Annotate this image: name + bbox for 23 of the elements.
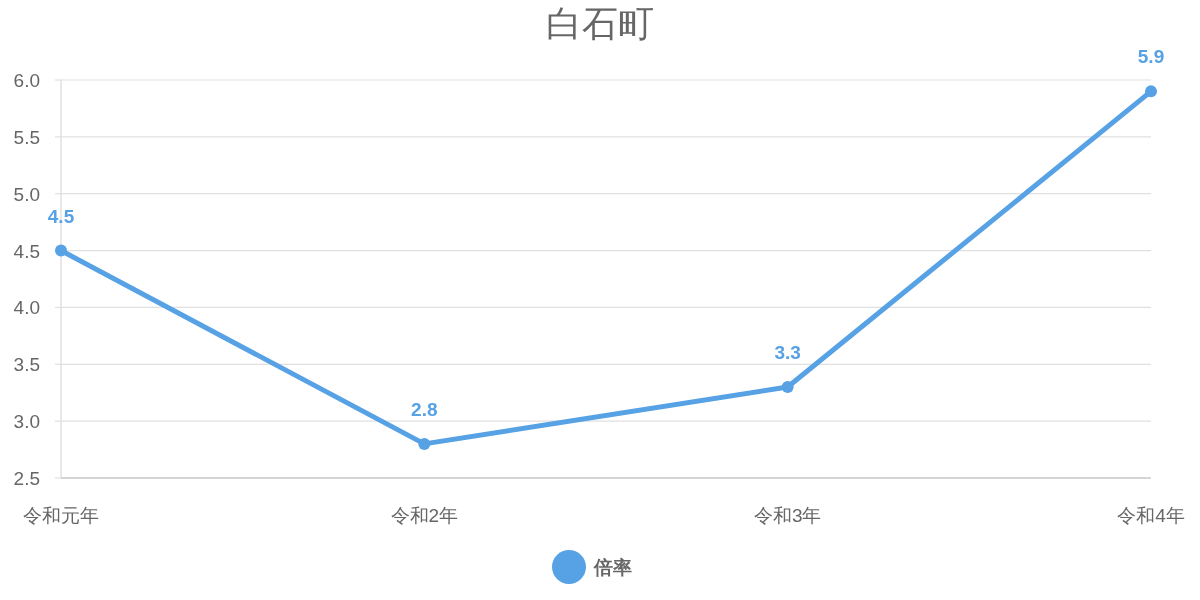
y-tick-label: 5.5 [13,126,40,148]
data-label: 3.3 [774,342,801,364]
chart-title: 白石町 [546,3,654,44]
y-tick-label: 6.0 [13,70,40,91]
y-tick-label: 3.5 [13,354,40,376]
y-tick-label: 3.0 [13,411,40,433]
x-tick-label: 令和2年 [390,505,459,526]
legend-label: 倍率 [593,557,632,578]
point [55,244,67,257]
y-tick-label: 2.5 [13,468,40,489]
data-label: 5.9 [1137,46,1165,68]
legend: 倍率 [552,550,632,584]
x-tick-label: 令和3年 [753,505,822,526]
point [1145,85,1157,98]
x-tick-label: 令和4年 [1117,505,1185,526]
y-tick-label: 4.0 [13,297,40,319]
x-tick-label: 令和元年 [23,505,99,526]
y-tick-label: 4.5 [13,240,40,262]
point [781,381,794,394]
point [418,437,431,450]
y-tick-label: 5.0 [13,183,40,205]
data-label: 2.8 [411,398,438,420]
data-label: 4.5 [47,205,75,227]
